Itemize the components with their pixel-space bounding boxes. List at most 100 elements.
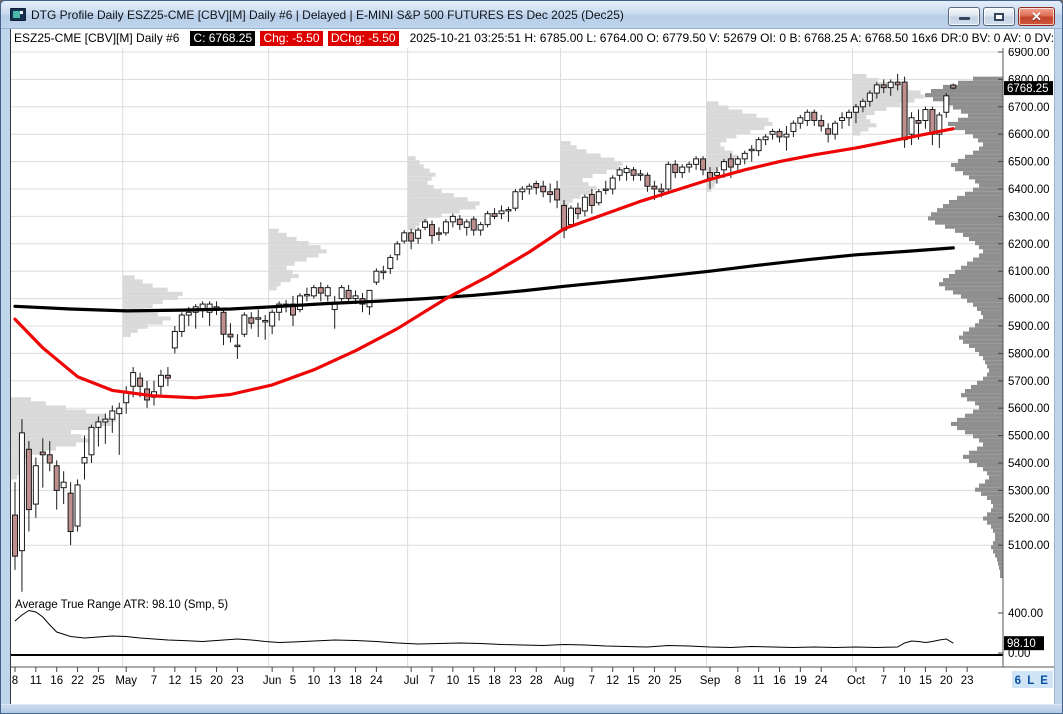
composite-volume-profile-row: [943, 84, 1003, 89]
volume-profile-row: [852, 106, 887, 111]
volume-profile-row: [407, 172, 436, 177]
composite-volume-profile-row: [945, 101, 1003, 106]
candlestick: [741, 152, 748, 160]
composite-volume-profile-row: [987, 364, 1003, 369]
app-icon-screen: [13, 11, 20, 18]
candlestick: [832, 122, 839, 135]
atr-pane-title: Average True Range ATR: 98.10 (Smp, 5): [15, 599, 228, 611]
volume-profile-row: [11, 475, 17, 480]
volume-profile-row: [560, 186, 597, 191]
volume-profile-row: [706, 109, 743, 114]
composite-volume-profile-row: [951, 162, 1003, 168]
volume-profile-row: [268, 282, 281, 287]
composite-volume-profile-row: [955, 269, 1003, 274]
volume-profile-row: [852, 110, 875, 116]
composite-volume-profile-row: [1000, 569, 1003, 574]
price-tick-label: 5400.00: [1008, 458, 1050, 470]
composite-volume-profile-row: [979, 319, 1003, 324]
candlestick: [922, 109, 929, 122]
title-bar[interactable]: DTG Profile Daily ESZ25-CME [CBV][M] Dai…: [1, 1, 1062, 29]
date-tick-label: Oct: [847, 675, 866, 687]
composite-volume-profile-row: [983, 249, 1003, 254]
candlestick: [116, 407, 123, 415]
candlestick: [574, 207, 581, 215]
volume-profile-row: [268, 261, 295, 266]
candlestick: [234, 344, 241, 348]
date-tick-label: 20: [648, 675, 661, 687]
minimize-button[interactable]: [948, 7, 980, 26]
volume-profile-row: [706, 113, 757, 118]
composite-volume-profile-row: [979, 183, 1003, 188]
date-tick-label: 7: [881, 675, 887, 687]
date-tick-label: 23: [231, 675, 244, 687]
quote-info-bar: ESZ25-CME [CBV][M] Daily #6 C: 6768.25 C…: [11, 29, 1054, 48]
candlestick: [262, 320, 269, 323]
composite-volume-profile-row: [999, 565, 1003, 570]
composite-volume-profile-row: [961, 109, 1003, 114]
composite-volume-profile-row: [973, 302, 1003, 307]
candlestick: [950, 84, 957, 89]
composite-volume-profile-row: [1000, 573, 1003, 579]
composite-volume-profile-row: [955, 125, 1003, 131]
composite-volume-profile-row: [945, 224, 1003, 229]
volume-profile-row: [268, 241, 309, 246]
volume-profile-row: [407, 180, 428, 185]
volume-profile-row: [407, 156, 416, 161]
volume-profile-row: [560, 182, 589, 187]
symbol-series-label: ESZ25-CME [CBV][M] Daily #6: [14, 31, 180, 45]
composite-volume-profile-row: [955, 167, 1003, 172]
composite-volume-profile-row: [991, 508, 1003, 513]
volume-profile-row: [122, 316, 171, 321]
candlestick: [790, 122, 797, 132]
candlestick: [32, 465, 39, 505]
composite-volume-profile-row: [973, 409, 1003, 414]
window-controls: ✕: [948, 7, 1055, 26]
price-tick-label: 6200.00: [1008, 239, 1050, 251]
composite-volume-profile-row: [993, 504, 1003, 509]
volume-profile-row: [407, 164, 424, 169]
date-tick-label: 24: [815, 675, 828, 687]
candlestick: [137, 377, 144, 387]
composite-volume-profile-row: [979, 253, 1003, 258]
candlestick: [713, 172, 720, 176]
volume-profile-row: [268, 232, 287, 237]
candlestick: [269, 311, 276, 327]
composite-volume-profile-row: [975, 401, 1003, 406]
restore-button[interactable]: [983, 7, 1015, 26]
candlestick: [387, 257, 394, 269]
fast-moving-average-line: [13, 127, 955, 400]
close-button[interactable]: ✕: [1018, 7, 1055, 26]
candlestick: [60, 481, 67, 489]
composite-volume-profile-row: [931, 88, 1003, 94]
volume-profile-row: [706, 187, 712, 192]
composite-volume-profile-row: [973, 187, 1003, 192]
volume-profile-row: [706, 162, 725, 168]
composite-volume-profile-row: [963, 454, 1003, 459]
volume-profile-row: [11, 401, 46, 406]
volume-profile-row: [11, 467, 21, 472]
last-atr-chip-label: 98.10: [1007, 638, 1036, 650]
price-tick-label: 6900.00: [1008, 48, 1050, 59]
date-tick-label: 23: [961, 675, 974, 687]
composite-volume-profile-row: [979, 438, 1003, 443]
composite-volume-profile-row: [967, 261, 1003, 266]
candlestick: [533, 183, 540, 189]
volume-profile-row: [706, 167, 719, 172]
candlestick: [352, 295, 359, 300]
date-tick-label: 19: [794, 675, 807, 687]
candlestick: [866, 92, 873, 102]
composite-volume-profile-row: [975, 487, 1003, 492]
candlestick: [429, 224, 435, 237]
candlestick: [157, 374, 164, 387]
volume-profile-row: [852, 119, 871, 124]
composite-volume-profile-row: [969, 175, 1003, 180]
candlestick: [602, 188, 609, 191]
composite-volume-profile-row: [945, 286, 1003, 291]
composite-volume-profile-row: [975, 323, 1003, 328]
price-tick-label: 5300.00: [1008, 485, 1050, 497]
candlestick: [859, 100, 866, 108]
candlestick: [484, 213, 491, 226]
price-chart[interactable]: Average True Range ATR: 98.10 (Smp, 5) 69…: [11, 48, 1054, 705]
composite-volume-profile-row: [948, 121, 1003, 126]
volume-profile-row: [852, 78, 879, 83]
